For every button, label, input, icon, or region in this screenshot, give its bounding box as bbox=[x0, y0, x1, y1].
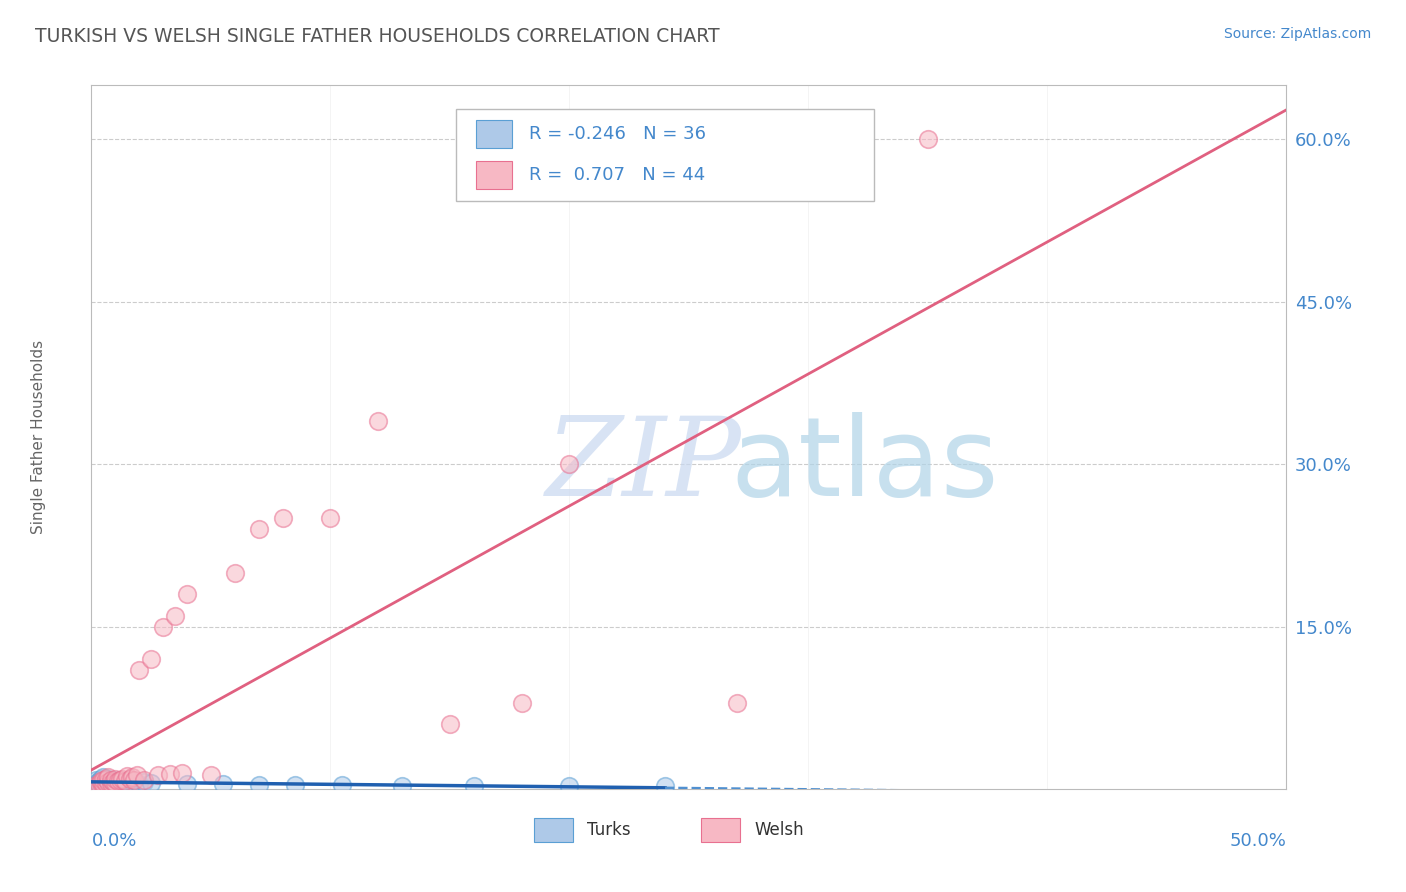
Point bbox=[84, 778, 107, 792]
Point bbox=[108, 772, 131, 787]
Point bbox=[104, 776, 127, 790]
Point bbox=[247, 522, 270, 536]
FancyBboxPatch shape bbox=[534, 818, 574, 842]
Text: Welsh: Welsh bbox=[755, 821, 804, 839]
Point bbox=[93, 777, 114, 791]
Point bbox=[125, 768, 148, 782]
Point bbox=[100, 777, 122, 791]
Point bbox=[101, 772, 124, 787]
Point bbox=[97, 772, 120, 786]
Point bbox=[93, 774, 114, 789]
Point bbox=[107, 773, 129, 788]
Point bbox=[159, 767, 181, 781]
Point bbox=[148, 768, 170, 782]
Point bbox=[90, 773, 112, 788]
Text: 0.0%: 0.0% bbox=[91, 831, 136, 850]
Point bbox=[132, 772, 155, 787]
Point bbox=[101, 776, 124, 790]
FancyBboxPatch shape bbox=[477, 161, 512, 189]
Point bbox=[558, 779, 581, 793]
Point bbox=[558, 457, 581, 471]
Point bbox=[439, 717, 461, 731]
Point bbox=[84, 776, 107, 790]
Point bbox=[121, 771, 143, 785]
Point bbox=[100, 772, 122, 787]
Text: TURKISH VS WELSH SINGLE FATHER HOUSEHOLDS CORRELATION CHART: TURKISH VS WELSH SINGLE FATHER HOUSEHOLD… bbox=[35, 27, 720, 45]
Point bbox=[176, 777, 198, 791]
Point bbox=[141, 652, 162, 666]
Point bbox=[93, 778, 114, 792]
Text: atlas: atlas bbox=[731, 412, 1000, 519]
FancyBboxPatch shape bbox=[700, 818, 741, 842]
Text: 50.0%: 50.0% bbox=[1230, 831, 1286, 850]
Point bbox=[87, 777, 110, 791]
Point bbox=[90, 772, 112, 786]
Point bbox=[87, 773, 110, 788]
Point bbox=[90, 776, 112, 790]
Point bbox=[271, 511, 294, 525]
Point bbox=[104, 772, 127, 786]
Point bbox=[101, 774, 124, 789]
FancyBboxPatch shape bbox=[456, 110, 875, 201]
Point bbox=[284, 778, 307, 792]
Point bbox=[128, 663, 150, 677]
Point bbox=[319, 511, 342, 525]
Point bbox=[510, 696, 533, 710]
Point bbox=[114, 773, 136, 788]
Point bbox=[654, 779, 676, 793]
Point bbox=[391, 779, 413, 793]
Point bbox=[247, 778, 270, 792]
Point bbox=[163, 609, 186, 624]
Point bbox=[332, 778, 354, 792]
Point bbox=[124, 772, 146, 787]
Point bbox=[118, 772, 141, 786]
Point bbox=[97, 774, 120, 789]
Point bbox=[93, 772, 114, 787]
Point bbox=[367, 414, 389, 428]
Point bbox=[83, 778, 105, 792]
Point bbox=[176, 587, 198, 601]
Point bbox=[172, 766, 194, 780]
Point bbox=[94, 776, 117, 790]
Point bbox=[115, 769, 138, 783]
Point bbox=[90, 776, 112, 790]
Point bbox=[111, 772, 134, 786]
Point bbox=[224, 566, 246, 580]
Text: Source: ZipAtlas.com: Source: ZipAtlas.com bbox=[1223, 27, 1371, 41]
Point bbox=[132, 774, 155, 789]
Point bbox=[104, 774, 127, 789]
Point bbox=[100, 776, 122, 790]
Point bbox=[97, 771, 120, 785]
Text: ZIP: ZIP bbox=[546, 411, 741, 519]
Point bbox=[97, 776, 120, 790]
Point bbox=[94, 772, 117, 786]
Point bbox=[463, 779, 485, 793]
Point bbox=[141, 776, 162, 790]
Text: Turks: Turks bbox=[588, 821, 631, 839]
Point bbox=[93, 771, 114, 785]
Point bbox=[211, 777, 233, 791]
Point bbox=[100, 773, 122, 788]
Point bbox=[725, 696, 748, 710]
Point bbox=[917, 132, 939, 146]
Point bbox=[115, 776, 138, 790]
Text: R =  0.707   N = 44: R = 0.707 N = 44 bbox=[529, 166, 704, 184]
Text: Single Father Households: Single Father Households bbox=[31, 340, 46, 534]
Point bbox=[94, 772, 117, 787]
Text: R = -0.246   N = 36: R = -0.246 N = 36 bbox=[529, 126, 706, 144]
FancyBboxPatch shape bbox=[477, 120, 512, 148]
Point bbox=[107, 776, 129, 790]
Point bbox=[111, 773, 134, 788]
Point bbox=[108, 774, 131, 789]
Point bbox=[94, 777, 117, 791]
Point bbox=[87, 777, 110, 791]
Point bbox=[121, 774, 143, 789]
Point bbox=[128, 777, 150, 791]
Point bbox=[200, 768, 222, 782]
Point bbox=[84, 772, 107, 787]
Point bbox=[152, 620, 174, 634]
